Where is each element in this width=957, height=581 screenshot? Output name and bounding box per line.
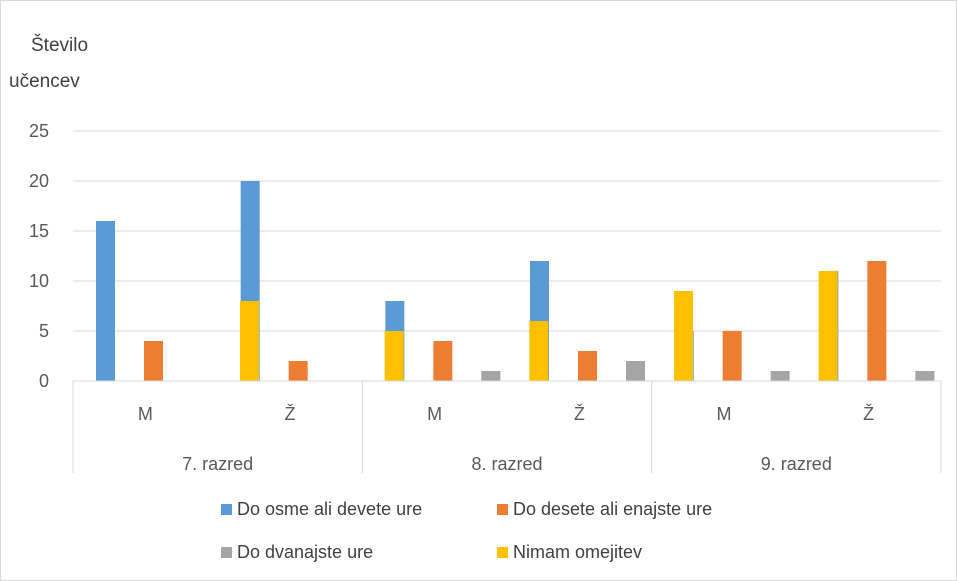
y-axis-label-line-1: Število: [31, 35, 89, 56]
legend-item-1: Do osme ali devete ure: [221, 499, 422, 520]
bar-2-4: [578, 351, 597, 381]
y-tick-label-0: 0: [39, 371, 49, 391]
legend-swatch-2: [497, 504, 508, 515]
x-group-label-2: 8. razred: [471, 454, 542, 474]
legend-swatch-3: [221, 547, 232, 558]
bar-4-1: [240, 301, 259, 381]
legend-label-3: Do dvanajste ure: [237, 542, 374, 562]
x-category-label-5: M: [717, 404, 732, 424]
bar-2-2: [288, 361, 308, 381]
legend-label-4: Nimam omejitev: [513, 542, 643, 562]
legend-item-3: Do dvanajste ure: [221, 542, 373, 563]
legend-label-2: Do desete ali enajste ure: [513, 499, 713, 519]
y-axis-label-line-2: učencev: [9, 71, 80, 92]
x-group-label-1: 7. razred: [182, 454, 253, 474]
bar-3-4: [626, 361, 645, 381]
legend-swatch-4: [497, 547, 508, 558]
bar-2-6: [867, 261, 887, 381]
y-tick-label-10: 10: [29, 271, 49, 291]
bar-2-1: [144, 341, 163, 381]
y-tick-label-25: 25: [29, 121, 49, 141]
y-tick-label-5: 5: [39, 321, 49, 341]
bar-3-5: [770, 371, 790, 381]
x-category-label-2: Ž: [285, 404, 296, 424]
bar-2-3: [433, 341, 453, 381]
x-group-label-3: 9. razred: [761, 454, 832, 474]
bar-4-4: [674, 291, 693, 381]
bar-2-5: [722, 331, 742, 381]
bar-4-2: [384, 331, 404, 381]
bar-4-5: [818, 271, 838, 381]
legend-item-2: Do desete ali enajste ure: [497, 499, 712, 520]
x-category-label-6: Ž: [863, 404, 874, 424]
x-category-label-3: M: [427, 404, 442, 424]
bar-4-3: [529, 321, 549, 381]
y-tick-label-15: 15: [29, 221, 49, 241]
y-tick-label-20: 20: [29, 171, 49, 191]
bar-3-6: [915, 371, 935, 381]
x-category-label-4: Ž: [574, 404, 585, 424]
bar-3-3: [481, 371, 501, 381]
legend-item-4: Nimam omejitev: [497, 542, 642, 563]
bar-1-1: [96, 221, 115, 381]
legend-swatch-1: [221, 504, 232, 515]
legend-label-1: Do osme ali devete ure: [237, 499, 423, 519]
x-category-label-1: M: [138, 404, 153, 424]
